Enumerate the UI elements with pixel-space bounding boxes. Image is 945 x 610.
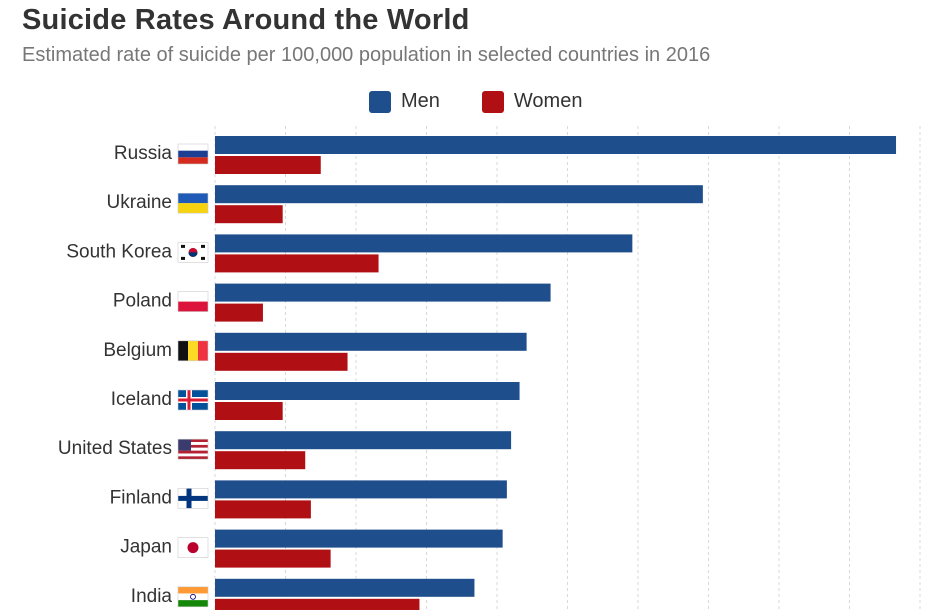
category-label: Iceland	[111, 389, 172, 410]
chart-legend: Men Women	[369, 90, 624, 113]
category-label: Russia	[114, 143, 173, 164]
bar-women-india	[215, 598, 420, 610]
category-label: Belgium	[103, 340, 172, 361]
bar-women-russia	[215, 156, 321, 174]
south-korea-flag-icon	[177, 242, 209, 263]
bar-women-belgium	[215, 352, 348, 371]
bar-men-united-states	[215, 431, 512, 450]
bar-women-united-states	[215, 451, 306, 470]
bar-women-ukraine	[215, 205, 283, 224]
poland-flag-icon	[177, 291, 209, 312]
category-label: United States	[58, 438, 172, 459]
bar-men-poland	[215, 283, 551, 302]
bar-women-south-korea	[215, 254, 379, 273]
bar-men-india	[215, 578, 475, 597]
bar-women-poland	[215, 303, 263, 322]
legend-label-women: Women	[513, 90, 583, 112]
bar-men-iceland	[215, 382, 520, 400]
category-label: Poland	[113, 291, 172, 312]
belgium-flag-icon	[177, 340, 209, 362]
category-label: India	[131, 586, 173, 607]
bar-men-japan	[215, 529, 503, 548]
bar-women-iceland	[215, 402, 283, 420]
india-flag-icon	[177, 586, 209, 608]
category-label: Finland	[110, 487, 172, 508]
bar-men-ukraine	[215, 185, 703, 204]
bar-women-finland	[215, 500, 311, 519]
legend-item-women: Women	[481, 90, 583, 113]
category-label: Japan	[120, 537, 172, 558]
chart-title: Suicide Rates Around the World	[22, 4, 470, 36]
legend-swatch-men	[369, 90, 391, 113]
legend-item-men: Men	[369, 90, 440, 113]
finland-flag-icon	[177, 488, 209, 509]
legend-label-men: Men	[401, 90, 440, 112]
legend-swatch-women	[481, 90, 504, 113]
russia-flag-icon	[177, 143, 209, 165]
iceland-flag-icon	[177, 389, 209, 411]
bar-men-russia	[215, 136, 897, 154]
bar-men-finland	[215, 480, 507, 499]
category-label: South Korea	[66, 241, 172, 262]
usa-flag-icon	[177, 438, 209, 460]
japan-flag-icon	[177, 537, 209, 558]
chart-subtitle: Estimated rate of suicide per 100,000 po…	[22, 44, 711, 66]
ukraine-flag-icon	[177, 192, 209, 214]
bar-women-japan	[215, 549, 331, 568]
bar-men-belgium	[215, 332, 527, 351]
bar-men-south-korea	[215, 234, 633, 253]
category-label: Ukraine	[107, 192, 172, 213]
